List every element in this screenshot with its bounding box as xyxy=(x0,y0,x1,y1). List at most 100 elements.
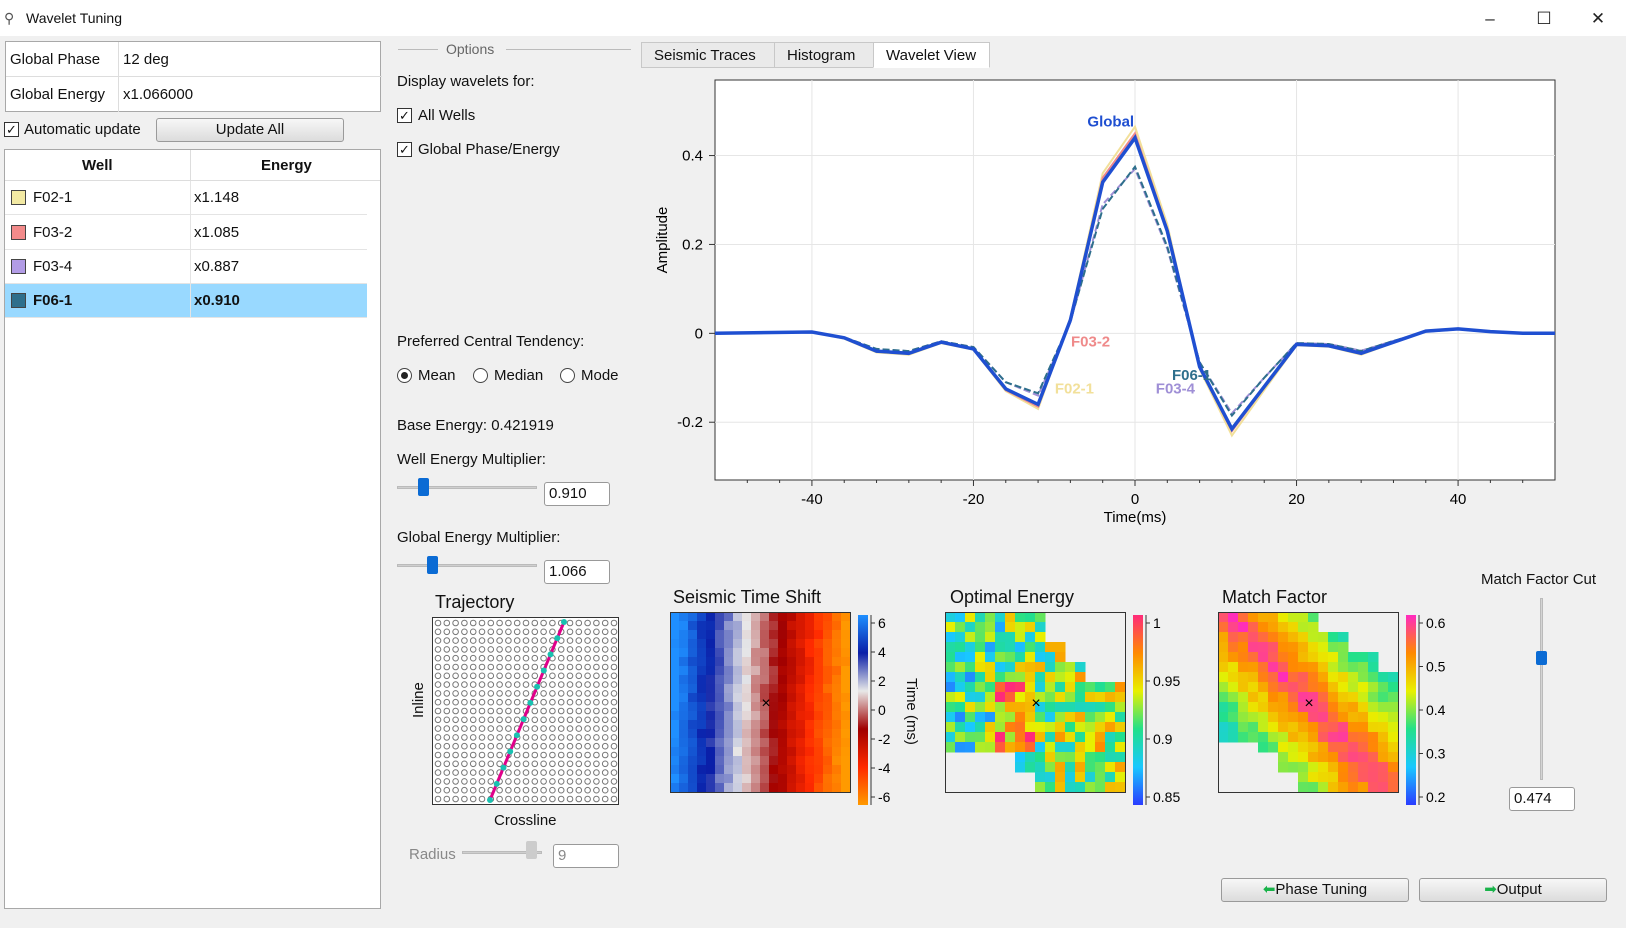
table-row[interactable]: F02-1 x1.148 xyxy=(5,181,367,215)
trajectory-sample-point xyxy=(520,716,527,723)
heatmap-cell xyxy=(787,666,797,676)
heatmap-cell xyxy=(1035,672,1046,683)
seismic-time-shift-map[interactable]: × 6 4 2 0 -2 -4 -6 xyxy=(670,612,920,812)
heatmap-cell xyxy=(1035,732,1046,743)
heatmap-cell xyxy=(796,702,806,712)
grid-node xyxy=(513,690,521,697)
grid-node xyxy=(566,672,574,680)
heatmap-cell xyxy=(1268,702,1279,713)
tab-seismic-traces[interactable]: Seismic Traces xyxy=(641,42,775,68)
global-energy-slider-track[interactable] xyxy=(397,564,537,567)
heatmap-cell xyxy=(742,702,752,712)
grid-node xyxy=(601,637,609,644)
grid-node xyxy=(531,751,539,759)
heatmap-cell xyxy=(1025,682,1036,693)
heatmap-cell xyxy=(945,632,956,643)
radius-slider-thumb[interactable] xyxy=(526,841,537,859)
optimal-energy-map[interactable]: × 1 0.95 0.9 0.85 xyxy=(945,612,1195,812)
output-button[interactable]: ➡Output xyxy=(1419,878,1607,902)
heatmap-cell xyxy=(1288,702,1299,713)
grid-node xyxy=(443,646,451,653)
heatmap-cell xyxy=(1248,612,1259,623)
heatmap-cell xyxy=(679,756,689,766)
heatmap-cell xyxy=(715,711,725,721)
maximize-button[interactable]: ☐ xyxy=(1536,9,1552,28)
well-name: F03-2 xyxy=(33,224,73,241)
heatmap-cell xyxy=(1278,732,1289,743)
mean-radio[interactable] xyxy=(397,368,412,383)
global-energy-multiplier-input[interactable]: 1.066 xyxy=(544,560,610,584)
heatmap-cell xyxy=(1368,682,1379,693)
heatmap-cell xyxy=(697,612,707,622)
heatmap-cell xyxy=(955,612,966,623)
heatmap-cell xyxy=(985,702,996,713)
heatmap-cell xyxy=(1288,712,1299,723)
grid-node xyxy=(513,637,521,644)
heatmap-cell xyxy=(796,711,806,721)
heatmap-cell xyxy=(995,712,1006,723)
grid-node xyxy=(531,654,539,662)
well-energy-slider-thumb[interactable] xyxy=(418,478,429,496)
heatmap-cell xyxy=(787,639,797,649)
median-radio[interactable] xyxy=(473,368,488,383)
tab-histogram[interactable]: Histogram xyxy=(774,42,874,68)
heatmap-cell xyxy=(1238,632,1249,643)
table-row-selected[interactable]: F06-1 x0.910 xyxy=(5,284,367,318)
match-factor-cut-slider-thumb[interactable] xyxy=(1536,651,1547,665)
heatmap-cell xyxy=(778,693,788,703)
well-energy-slider-track[interactable] xyxy=(397,486,537,489)
heatmap-cell xyxy=(1045,642,1056,653)
heatmap-cell xyxy=(1318,662,1329,673)
heatmap-cell xyxy=(814,684,824,694)
heatmap-cell xyxy=(1338,742,1349,753)
heatmap-cell xyxy=(1115,682,1126,693)
heatmap-cell xyxy=(1258,642,1269,653)
heatmap-cell xyxy=(823,684,833,694)
heatmap-cell xyxy=(985,712,996,723)
trajectory-map[interactable] xyxy=(432,617,624,807)
heatmap-cell xyxy=(1105,702,1116,713)
global-energy-slider-thumb[interactable] xyxy=(427,556,438,574)
phase-tuning-button[interactable]: ⬅Phase Tuning xyxy=(1221,878,1409,902)
heatmap-cell xyxy=(1338,662,1349,673)
table-row[interactable]: F03-2 x1.085 xyxy=(5,216,367,250)
update-all-button[interactable]: Update All xyxy=(156,118,344,142)
grid-node xyxy=(505,619,512,627)
grid-node xyxy=(478,751,486,759)
grid-node xyxy=(610,619,618,627)
heatmap-cell xyxy=(1388,762,1399,773)
table-row[interactable]: F03-4 x0.887 xyxy=(5,250,367,284)
heatmap-cell xyxy=(1368,652,1379,663)
mode-radio[interactable] xyxy=(560,368,575,383)
radius-slider-track[interactable] xyxy=(462,851,542,854)
match-factor-map[interactable]: × 0.6 0.5 0.4 0.3 0.2 xyxy=(1218,612,1468,812)
heatmap-cell xyxy=(1035,692,1046,703)
match-factor-cut-slider-track[interactable] xyxy=(1540,598,1543,780)
grid-node xyxy=(557,672,565,680)
minimize-button[interactable]: – xyxy=(1485,9,1495,28)
grid-node xyxy=(434,646,442,653)
well-name: F03-4 xyxy=(33,258,73,275)
energy-header[interactable]: Energy xyxy=(261,157,312,174)
heatmap-cell xyxy=(778,729,788,739)
grid-node xyxy=(601,778,609,785)
heatmap-cell xyxy=(1218,632,1229,643)
grid-node xyxy=(496,681,503,688)
match-factor-cut-input[interactable]: 0.474 xyxy=(1509,787,1575,811)
heatmap-cell xyxy=(975,682,986,693)
heatmap-cell xyxy=(985,622,996,633)
automatic-update-checkbox[interactable]: ✓ xyxy=(4,122,19,137)
all-wells-checkbox[interactable]: ✓ xyxy=(397,108,412,123)
heatmap-cell xyxy=(787,720,797,730)
heatmap-cell xyxy=(1278,672,1289,683)
heatmap-cell xyxy=(1015,742,1026,753)
heatmap-cell xyxy=(985,742,996,753)
radius-input[interactable]: 9 xyxy=(553,844,619,868)
well-energy-multiplier-input[interactable]: 0.910 xyxy=(544,482,610,506)
global-phase-energy-checkbox[interactable]: ✓ xyxy=(397,142,412,157)
close-button[interactable]: ✕ xyxy=(1590,9,1606,28)
heatmap-cell xyxy=(823,693,833,703)
heatmap-cell xyxy=(1095,732,1106,743)
tab-wavelet-view[interactable]: Wavelet View xyxy=(873,42,990,68)
well-header[interactable]: Well xyxy=(82,157,113,174)
